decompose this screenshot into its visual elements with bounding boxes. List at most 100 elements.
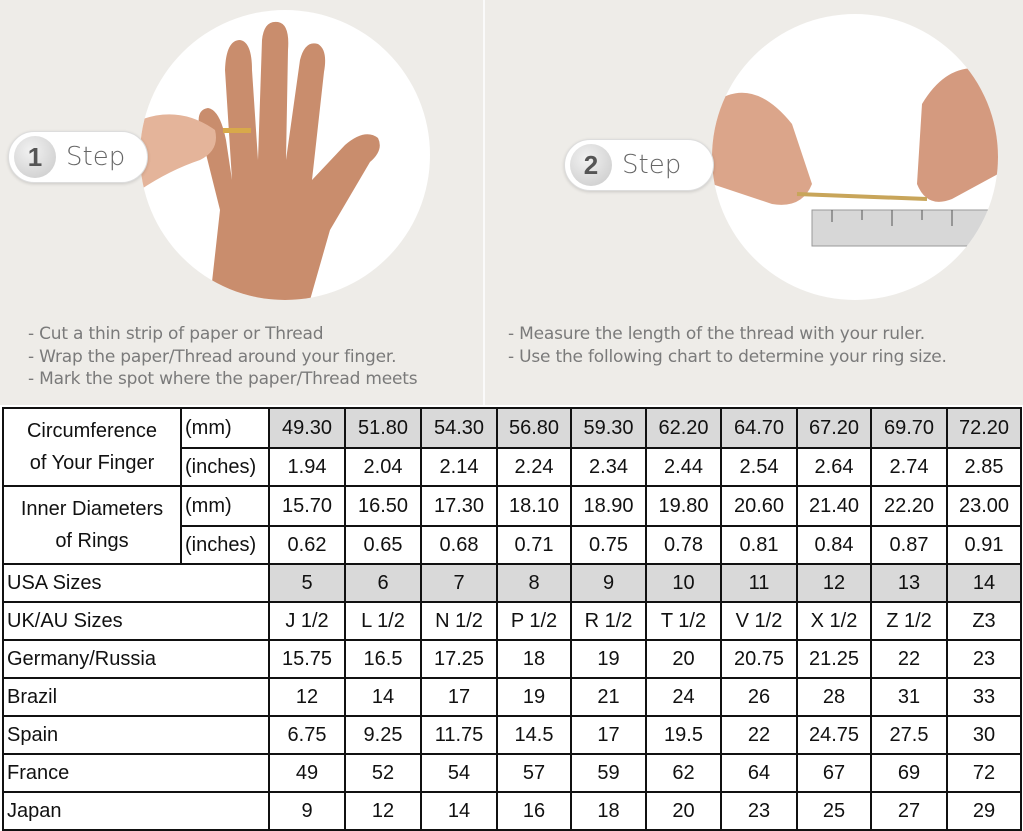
table-cell: 17.30 [420,485,498,527]
table-cell: 2.54 [720,447,798,487]
table-cell: 0.81 [720,525,798,565]
inner-diameter-row-in: (inches) 0.62 0.65 0.68 0.71 0.75 0.78 0.81 0.84… [3,525,1022,565]
table-cell: 12 [344,791,422,831]
table-cell: 0.62 [268,525,346,565]
table-cell: 20.75 [720,639,798,679]
table-cell: 1.94 [268,447,346,487]
ruler-icon [712,68,998,247]
thread-ruler-photo [712,14,998,300]
table-cell: X 1/2 [796,601,872,641]
table-cell: 0.68 [420,525,498,565]
table-cell: 62.20 [645,407,722,449]
table-cell: 2.24 [496,447,572,487]
table-cell: 5 [268,563,346,603]
table-cell: 6 [344,563,422,603]
table-cell: 21.25 [796,639,872,679]
table-cell: 31 [870,677,948,717]
table-cell: 14.5 [496,715,572,755]
table-cell: 18.10 [496,485,572,527]
table-cell: 20.60 [720,485,798,527]
table-cell: 67.20 [796,407,872,449]
table-row: Spain 6.75 9.25 11.75 14.5 17 19.5 22 24.75 27.5 3… [2,715,1022,755]
instruction-line: - Mark the spot where the paper/Thread m… [28,369,418,389]
table-cell: 15.70 [268,485,346,527]
table-cell: L 1/2 [344,601,422,641]
table-cell: 59 [570,753,647,793]
table-cell: 21.40 [796,485,872,527]
table-cell: 19 [570,639,647,679]
table-cell: T 1/2 [645,601,722,641]
table-cell: 16 [496,791,572,831]
table-cell: 52 [344,753,422,793]
table-row: Germany/Russia 15.75 16.5 17.25 18 19 20 20.75 2… [2,639,1022,679]
table-cell: 2.64 [796,447,872,487]
row-label: Japan [2,791,270,831]
table-row: Brazil 12 14 17 19 21 24 26 28 31 33 [2,677,1022,717]
table-cell: 27 [870,791,948,831]
table-cell: 0.84 [796,525,872,565]
step-1-label: Step [66,142,126,172]
table-cell: 18 [570,791,647,831]
table-cell: 20 [645,639,722,679]
table-cell: 18 [496,639,572,679]
table-cell: Z 1/2 [870,601,948,641]
table-cell: 56.80 [496,407,572,449]
table-cell: 10 [645,563,722,603]
table-cell: V 1/2 [720,601,798,641]
table-cell: 8 [496,563,572,603]
table-cell: 19 [496,677,572,717]
table-row: Japan 9 12 14 16 18 20 23 25 27 29 [2,791,1022,831]
table-cell: 67 [796,753,872,793]
table-cell: 54 [420,753,498,793]
table-cell: 0.65 [344,525,422,565]
table-cell: 25 [796,791,872,831]
table-cell: 9 [570,563,647,603]
table-cell: 54.30 [420,407,498,449]
unit-label: (mm) [180,485,270,527]
table-cell: 57 [496,753,572,793]
unit-label: (mm) [180,407,270,449]
table-cell: 69.70 [870,407,948,449]
table-cell: 59.30 [570,407,647,449]
circumference-row-in: (inches) 1.94 2.04 2.14 2.24 2.34 2.44 2.54 2.64… [3,447,1022,487]
step-1-badge: 1 Step [8,131,148,183]
table-cell: 62 [645,753,722,793]
instruction-line: - Wrap the paper/Thread around your fing… [28,346,397,367]
row-label: UK/AU Sizes [2,601,270,641]
instruction-line: - Measure the length of the thread with … [508,324,925,344]
table-cell: 51.80 [344,407,422,449]
table-cell: 2.74 [870,447,948,487]
table-cell: Z3 [946,601,1022,641]
table-row: UK/AU Sizes J 1/2 L 1/2 N 1/2 P 1/2 R 1/2 T 1/… [2,601,1022,641]
table-cell: J 1/2 [268,601,346,641]
table-cell: 22 [720,715,798,755]
table-cell: 2.04 [344,447,422,487]
table-cell: 11 [720,563,798,603]
instructions-panel: 1 Step - Cut a thin strip of paper or Th… [0,0,1023,405]
table-cell: 24.75 [796,715,872,755]
table-cell: 0.75 [570,525,647,565]
table-cell: 2.44 [645,447,722,487]
table-cell: 16.5 [344,639,422,679]
row-label: USA Sizes [2,563,270,603]
table-cell: 7 [420,563,498,603]
table-cell: 29 [946,791,1022,831]
table-cell: 26 [720,677,798,717]
table-cell: 13 [870,563,948,603]
table-cell: 23 [946,639,1022,679]
row-label: France [2,753,270,793]
table-cell: R 1/2 [570,601,647,641]
row-label: Germany/Russia [2,639,270,679]
row-label: Spain [2,715,270,755]
table-cell: 72 [946,753,1022,793]
hand-icon [140,21,380,300]
table-cell: 27.5 [870,715,948,755]
table-cell: 49 [268,753,346,793]
unit-label: (inches) [180,447,270,487]
table-cell: 16.50 [344,485,422,527]
table-cell: 11.75 [420,715,498,755]
circumference-label-line: Circumference [26,420,158,442]
step-1-instructions: - Cut a thin strip of paper or Thread - … [28,323,418,391]
inner-diameter-row-mm: Inner Diameters of Rings (mm) 15.70 16.50 17.… [2,485,1022,565]
table-cell: 19.5 [645,715,722,755]
